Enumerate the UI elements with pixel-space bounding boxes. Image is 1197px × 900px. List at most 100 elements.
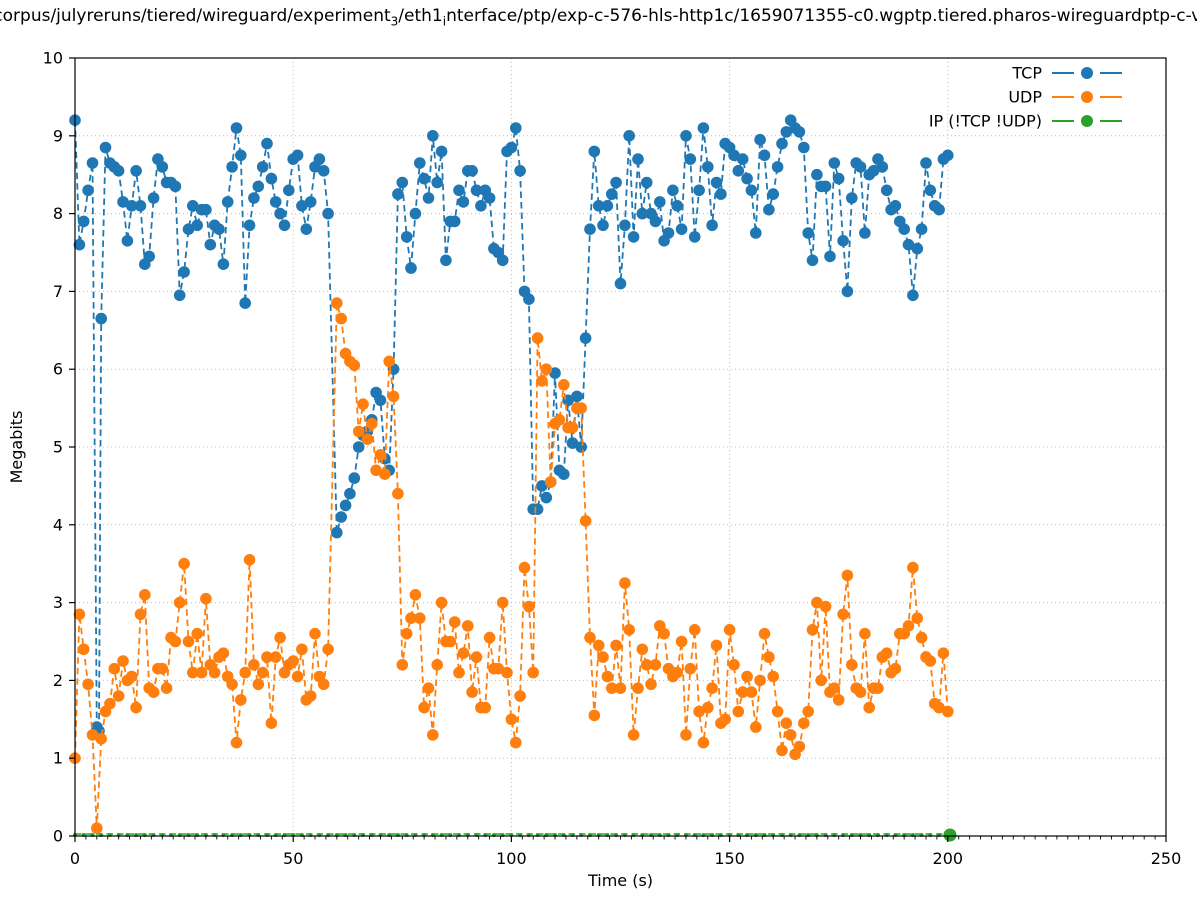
data-point — [352, 441, 365, 453]
data-point — [531, 503, 544, 515]
data-point — [706, 682, 718, 694]
data-point — [121, 235, 134, 247]
data-point — [147, 192, 160, 204]
y-tick-label: 4 — [53, 515, 63, 534]
data-point — [697, 122, 710, 134]
data-point — [658, 627, 670, 640]
data-point — [431, 659, 444, 671]
data-point — [828, 682, 841, 694]
data-point — [784, 729, 797, 741]
data-point — [920, 157, 932, 169]
data-point — [291, 670, 304, 683]
data-point — [837, 235, 849, 247]
y-tick-label: 6 — [53, 360, 63, 379]
data-point — [239, 666, 251, 679]
y-tick-label: 8 — [53, 204, 63, 223]
x-tick-label: 250 — [1151, 849, 1182, 868]
data-point — [715, 188, 727, 200]
data-point — [379, 468, 391, 481]
data-point — [667, 184, 679, 197]
data-point — [505, 713, 518, 726]
data-point — [601, 200, 614, 212]
data-point — [819, 600, 832, 613]
data-point — [86, 729, 99, 741]
data-point — [889, 200, 902, 212]
data-point — [915, 223, 928, 235]
data-point — [854, 161, 867, 173]
data-point — [169, 635, 182, 648]
data-point — [750, 227, 762, 239]
data-point — [675, 635, 688, 648]
data-point — [383, 355, 396, 368]
data-point — [802, 705, 814, 718]
data-point — [160, 682, 173, 694]
data-point — [623, 130, 635, 142]
data-point — [702, 161, 714, 173]
data-point — [750, 721, 762, 733]
data-point — [514, 690, 526, 702]
data-point — [466, 686, 478, 698]
data-point — [719, 713, 731, 726]
data-point — [767, 670, 779, 683]
x-tick-label: 100 — [496, 849, 527, 868]
data-point — [405, 262, 417, 274]
legend-label-udp: UDP — [1008, 88, 1042, 107]
y-tick-label: 7 — [53, 282, 63, 301]
data-point — [400, 231, 413, 243]
data-point — [571, 390, 583, 403]
data-point — [614, 682, 627, 694]
data-point — [361, 433, 374, 446]
data-point — [889, 662, 902, 675]
data-point — [693, 705, 705, 718]
y-tick-label: 1 — [53, 749, 63, 768]
data-point — [248, 659, 260, 671]
data-point — [671, 200, 683, 212]
data-point — [256, 666, 269, 679]
data-point — [867, 165, 880, 177]
data-point — [357, 398, 369, 411]
data-point — [130, 701, 142, 714]
data-point — [592, 639, 605, 652]
data-point — [77, 643, 90, 656]
data-point — [221, 196, 234, 208]
data-point — [880, 184, 893, 197]
data-point — [466, 165, 478, 177]
data-point — [453, 666, 465, 679]
data-point — [405, 612, 417, 624]
data-point — [147, 686, 160, 698]
data-point — [544, 476, 557, 488]
data-point — [588, 709, 601, 722]
data-point — [723, 624, 736, 636]
data-point — [82, 678, 94, 691]
data-point — [187, 666, 199, 679]
data-point — [479, 701, 492, 714]
data-point — [91, 822, 103, 834]
data-point — [200, 203, 212, 216]
data-point — [440, 254, 452, 267]
data-point — [505, 141, 518, 154]
data-point — [832, 172, 845, 185]
y-tick-label: 2 — [53, 671, 63, 690]
data-point — [728, 149, 740, 162]
data-point — [702, 701, 714, 714]
data-point — [304, 690, 317, 702]
data-point — [942, 149, 954, 162]
data-point — [523, 600, 535, 613]
data-point — [697, 736, 710, 749]
data-point — [344, 487, 356, 500]
data-point — [73, 238, 86, 251]
data-point — [73, 608, 86, 621]
data-point — [462, 620, 474, 632]
data-point — [510, 122, 522, 134]
data-point — [217, 647, 230, 659]
data-point — [754, 133, 766, 146]
data-point — [444, 635, 457, 648]
data-point — [518, 561, 531, 574]
chart-title-text: ght/corpus/julyreruns/tiered/wireguard/e… — [0, 6, 1197, 32]
data-point — [239, 297, 251, 309]
data-point — [902, 238, 915, 251]
x-tick-label: 150 — [714, 849, 745, 868]
data-point — [117, 655, 129, 667]
data-point — [806, 254, 819, 267]
data-point — [143, 250, 155, 263]
